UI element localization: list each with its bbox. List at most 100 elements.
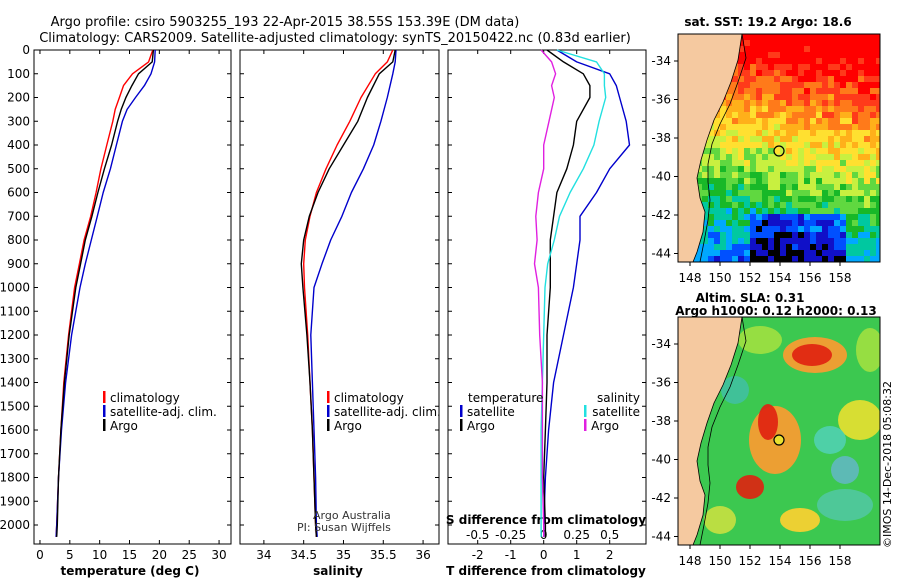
- sst-cell: [858, 82, 864, 88]
- sst-cell: [870, 214, 876, 220]
- sst-cell: [720, 112, 726, 118]
- sst-cell: [720, 136, 726, 142]
- sst-cell: [822, 52, 828, 58]
- sst-cell: [858, 256, 864, 262]
- sst-cell: [864, 154, 870, 160]
- sst-cell: [726, 160, 732, 166]
- sst-cell: [750, 166, 756, 172]
- sst-cell: [768, 94, 774, 100]
- sst-cell: [804, 166, 810, 172]
- sst-cell: [720, 160, 726, 166]
- sst-cell: [750, 214, 756, 220]
- sst-cell: [798, 250, 804, 256]
- sst-cell: [864, 142, 870, 148]
- sst-cell: [810, 196, 816, 202]
- sst-cell: [870, 58, 876, 64]
- sst-cell: [744, 76, 750, 82]
- sst-cell: [810, 52, 816, 58]
- sst-cell: [840, 136, 846, 142]
- sst-cell: [876, 142, 880, 148]
- sst-cell: [732, 136, 738, 142]
- sst-cell: [762, 160, 768, 166]
- sst-cell: [786, 208, 792, 214]
- sst-cell: [810, 208, 816, 214]
- sst-cell: [774, 112, 780, 118]
- sst-cell: [726, 238, 732, 244]
- sst-cell: [816, 94, 822, 100]
- sst-cell: [768, 46, 774, 52]
- temperature-legend: climatology satellite-adj. clim. Argo: [103, 391, 217, 433]
- sst-cell: [846, 76, 852, 82]
- sst-cell: [876, 64, 880, 70]
- series-satellite-adj-clim-: [310, 49, 397, 537]
- sst-cell: [828, 40, 834, 46]
- sst-cell: [708, 130, 714, 136]
- sst-cell: [840, 172, 846, 178]
- sst-cell: [864, 112, 870, 118]
- sst-cell: [738, 250, 744, 256]
- sst-cell: [756, 214, 762, 220]
- sst-cell: [720, 124, 726, 130]
- sst-cell: [852, 106, 858, 112]
- sst-cell: [876, 34, 880, 40]
- sst-cell: [780, 256, 786, 262]
- sst-cell: [714, 238, 720, 244]
- sst-cell: [792, 238, 798, 244]
- sst-cell: [708, 184, 714, 190]
- sst-cell: [756, 232, 762, 238]
- sst-cell: [834, 142, 840, 148]
- sst-cell: [792, 118, 798, 124]
- sst-cell: [738, 196, 744, 202]
- sst-cell: [810, 184, 816, 190]
- sst-cell: [852, 148, 858, 154]
- legend-swatch-satellite: [327, 405, 330, 417]
- sst-cell: [834, 34, 840, 40]
- sst-cell: [750, 154, 756, 160]
- sst-cell: [756, 112, 762, 118]
- sst-cell: [876, 118, 880, 124]
- sst-cell: [804, 52, 810, 58]
- sst-cell: [876, 88, 880, 94]
- sst-cell: [852, 46, 858, 52]
- sst-cell: [864, 94, 870, 100]
- sst-cell: [774, 118, 780, 124]
- sst-cell: [816, 112, 822, 118]
- sst-cell: [876, 196, 880, 202]
- sst-cell: [732, 244, 738, 250]
- legend-label-satellite: satellite-adj. clim.: [334, 405, 441, 419]
- sst-cell: [822, 40, 828, 46]
- sst-cell: [816, 214, 822, 220]
- sst-cell: [780, 64, 786, 70]
- sla-anomaly-blob: [856, 328, 880, 372]
- sst-cell: [762, 256, 768, 262]
- sst-cell: [852, 250, 858, 256]
- sst-cell: [834, 64, 840, 70]
- sst-cell: [786, 82, 792, 88]
- sst-cell: [756, 190, 762, 196]
- sst-cell: [750, 100, 756, 106]
- sst-cell: [840, 124, 846, 130]
- sst-cell: [756, 100, 762, 106]
- sst-cell: [858, 94, 864, 100]
- sst-cell: [720, 190, 726, 196]
- sst-cell: [792, 226, 798, 232]
- sst-cell: [798, 100, 804, 106]
- sst-cell: [816, 166, 822, 172]
- sst-cell: [840, 202, 846, 208]
- sst-cell: [786, 232, 792, 238]
- sst-cell: [864, 52, 870, 58]
- sst-cell: [738, 100, 744, 106]
- sst-cell: [858, 136, 864, 142]
- sst-cell: [876, 178, 880, 184]
- sst-cell: [828, 196, 834, 202]
- sst-cell: [702, 154, 708, 160]
- sst-cell: [708, 238, 714, 244]
- lon-tick-label: 148: [679, 271, 702, 285]
- sst-cell: [786, 58, 792, 64]
- sst-cell: [762, 220, 768, 226]
- sst-cell: [774, 88, 780, 94]
- sst-cell: [768, 220, 774, 226]
- sst-cell: [786, 154, 792, 160]
- sst-cell: [702, 190, 708, 196]
- sst-cell: [762, 250, 768, 256]
